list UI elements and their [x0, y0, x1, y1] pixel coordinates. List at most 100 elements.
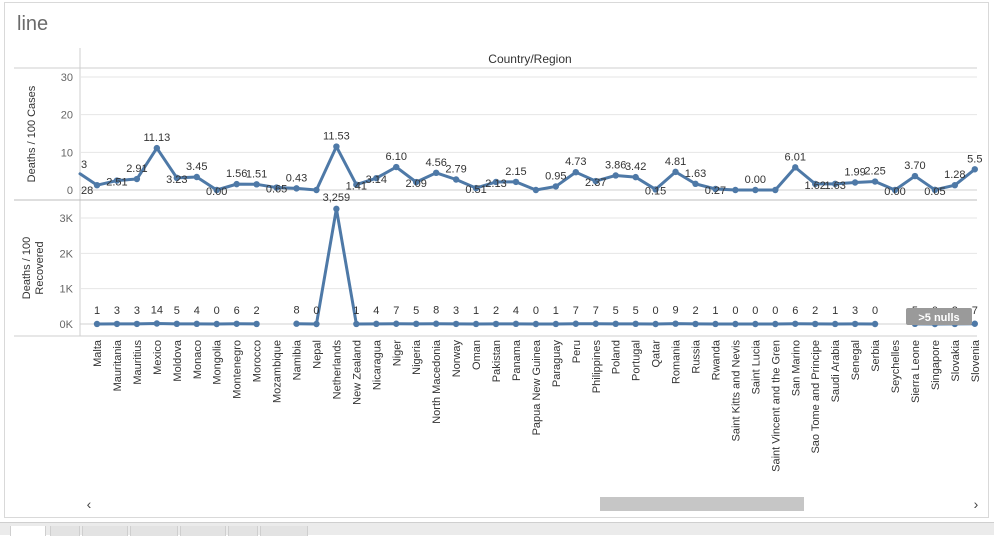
x-tick-label: Norway: [451, 340, 463, 378]
data-label: 0: [533, 305, 539, 317]
data-point: [513, 321, 519, 327]
x-tick-label: Papua New Guinea: [531, 339, 543, 435]
series-line: [297, 209, 876, 324]
scrollbar-thumb[interactable]: [600, 497, 804, 511]
data-label: 1.63: [685, 168, 706, 180]
data-label: 0.43: [286, 172, 307, 184]
y-tick-label: 0K: [60, 319, 74, 331]
data-label: 4: [513, 305, 519, 317]
x-tick-label: Malta: [92, 339, 104, 367]
data-label: 1.56: [226, 168, 247, 180]
data-point: [493, 321, 499, 327]
y-tick-label: 0: [67, 185, 73, 197]
x-tick-label: Romania: [671, 339, 683, 384]
x-tick-label: Seychelles: [890, 340, 902, 394]
data-label: 4: [373, 305, 379, 317]
x-tick-label: Poland: [611, 340, 623, 374]
data-label: 3: [114, 305, 120, 317]
x-tick-label: Paraguay: [551, 340, 563, 388]
data-point: [752, 321, 758, 327]
sheet-tab[interactable]: [130, 526, 178, 536]
x-tick-label: San Marino: [790, 340, 802, 396]
data-point: [154, 145, 160, 151]
data-label: 2: [812, 305, 818, 317]
x-tick-label: Netherlands: [331, 340, 343, 400]
sheet-tab[interactable]: [82, 526, 128, 536]
data-label: 6: [234, 305, 240, 317]
data-point: [453, 321, 459, 327]
data-label: 5: [633, 305, 639, 317]
data-label: 0.15: [645, 185, 666, 197]
data-point: [94, 321, 100, 327]
data-label: 0: [772, 305, 778, 317]
sheet-tab[interactable]: [180, 526, 226, 536]
data-point: [812, 321, 818, 327]
data-label: 0: [752, 305, 758, 317]
data-label: 0: [214, 305, 220, 317]
data-label: 9: [672, 305, 678, 317]
nulls-indicator[interactable]: >5 nulls: [906, 308, 972, 325]
data-point: [952, 182, 958, 188]
data-point: [972, 166, 978, 172]
x-tick-label: Slovakia: [950, 339, 962, 381]
data-label: 4.56: [425, 157, 446, 169]
data-label: 4.73: [565, 156, 586, 168]
data-label: 2.15: [505, 166, 526, 178]
data-point: [233, 181, 239, 187]
sheet-tab[interactable]: [10, 526, 46, 536]
x-tick-label: Mexico: [152, 340, 164, 375]
data-point: [293, 321, 299, 327]
data-point: [632, 174, 638, 180]
data-label: 5.5: [967, 153, 982, 165]
x-tick-label: Sierra Leone: [910, 340, 922, 403]
data-label: 1.51: [246, 168, 267, 180]
data-point: [752, 187, 758, 193]
x-tick-label: Russia: [691, 339, 703, 374]
data-point: [792, 321, 798, 327]
data-label: 1: [473, 305, 479, 317]
data-point: [333, 143, 339, 149]
chevron-left-icon[interactable]: ‹: [80, 495, 98, 513]
data-label: 0.00: [884, 186, 905, 198]
data-point: [433, 321, 439, 327]
x-tick-label: New Zealand: [351, 340, 363, 405]
y-tick-label: 20: [61, 110, 73, 122]
sheet-tab[interactable]: [228, 526, 258, 536]
data-point: [154, 320, 160, 326]
data-label: 28: [81, 185, 93, 197]
data-label: 2.79: [445, 163, 466, 175]
data-label: 3.14: [366, 174, 387, 186]
data-point: [972, 321, 978, 327]
data-label: 1.99: [844, 167, 865, 179]
data-point: [333, 206, 339, 212]
data-label: 0: [313, 305, 319, 317]
data-label: 3: [453, 305, 459, 317]
data-point: [393, 164, 399, 170]
horizontal-scrollbar[interactable]: ‹ ›: [80, 493, 985, 515]
data-label: 0.51: [465, 184, 486, 196]
data-label: 3: [81, 159, 87, 171]
data-label: 8: [433, 305, 439, 317]
x-tick-label: Saint Lucia: [750, 339, 762, 394]
data-label: 7: [393, 305, 399, 317]
data-point: [613, 172, 619, 178]
data-label: 4.81: [665, 156, 686, 168]
data-point: [293, 185, 299, 191]
data-point: [433, 170, 439, 176]
scrollbar-track[interactable]: [100, 498, 965, 510]
data-label: 3: [134, 305, 140, 317]
x-tick-label: Moldova: [172, 339, 184, 381]
chevron-right-icon[interactable]: ›: [967, 495, 985, 513]
x-tick-label: Pakistan: [491, 340, 503, 382]
data-point: [553, 321, 559, 327]
data-label: 3.45: [186, 161, 207, 173]
y-tick-label: 30: [61, 72, 73, 84]
x-tick-label: Sao Tome and Principe: [810, 340, 822, 454]
sheet-tab[interactable]: [260, 526, 308, 536]
nulls-indicator-label: >5 nulls: [918, 312, 959, 324]
x-tick-label: Philippines: [591, 340, 603, 394]
data-label: 11.53: [323, 131, 350, 143]
sheet-tab[interactable]: [50, 526, 80, 536]
